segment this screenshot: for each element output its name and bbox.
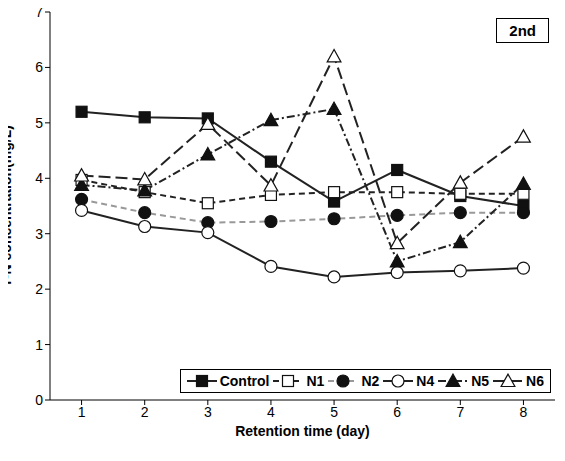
html-text:2nd: 2nd: [509, 22, 536, 39]
svg-text:1: 1: [35, 337, 43, 353]
svg-text:5: 5: [35, 115, 43, 131]
svg-text:7: 7: [35, 8, 43, 20]
svg-text:5: 5: [330, 404, 338, 420]
svg-text:8: 8: [520, 404, 528, 420]
svg-text:4: 4: [267, 404, 275, 420]
svg-text:7: 7: [456, 404, 464, 420]
svg-text:6: 6: [393, 404, 401, 420]
html-text:N4: N4: [416, 373, 435, 389]
svg-text:3: 3: [204, 404, 212, 420]
svg-text:2: 2: [141, 404, 149, 420]
html-text:N6: N6: [526, 373, 544, 389]
svg-text:Retention time (day): Retention time (day): [235, 423, 370, 439]
svg-text:4: 4: [35, 170, 43, 186]
html-text:N2: N2: [361, 373, 380, 389]
html-text:Control: Control: [219, 373, 270, 389]
svg-text:T-N concentration(mg/L): T-N concentration(mg/L): [8, 125, 14, 287]
svg-text:6: 6: [35, 59, 43, 75]
svg-text:3: 3: [35, 226, 43, 242]
svg-text:0: 0: [35, 392, 43, 408]
html-text:N5: N5: [471, 373, 490, 389]
svg-text:2: 2: [35, 281, 43, 297]
html-text:N1: N1: [306, 373, 325, 389]
svg-text:1: 1: [78, 404, 86, 420]
